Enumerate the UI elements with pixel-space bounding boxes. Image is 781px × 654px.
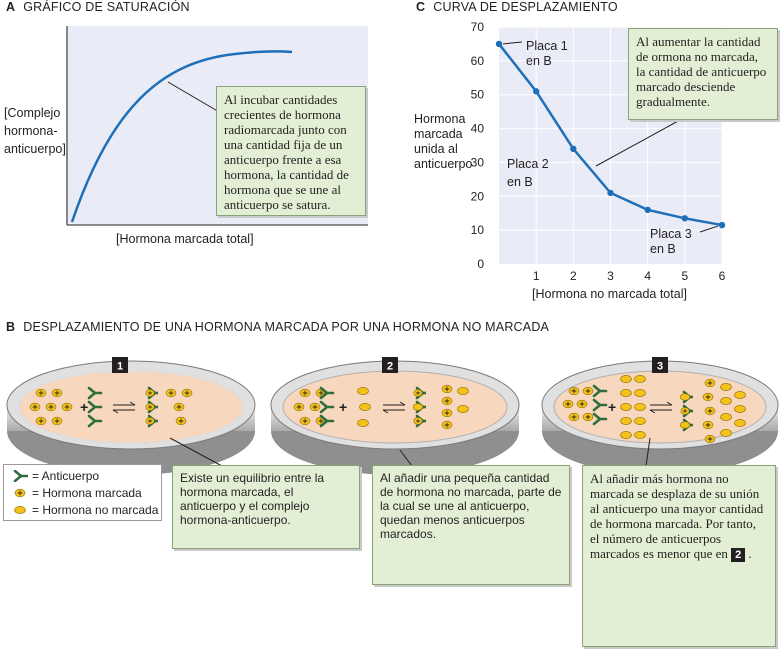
petri-dish-3: + [541, 360, 779, 475]
data-point [532, 88, 540, 95]
y-tick-label: 30 [471, 155, 485, 169]
svg-text:1: 1 [117, 361, 123, 373]
dish-3-callout: Al añadir más hormona no marcada se desp… [582, 465, 776, 647]
placa-1-sublabel: en B [526, 54, 552, 68]
y-tick-label: 40 [471, 122, 485, 136]
placa-3-pointer [699, 225, 719, 233]
svg-text:+: + [80, 399, 88, 415]
x-tick-label: 3 [607, 269, 614, 283]
placa-3-label: Placa 3 [650, 227, 692, 241]
placa-3-sublabel: en B [650, 242, 676, 256]
data-point [681, 215, 689, 222]
y-tick-label: 70 [471, 20, 485, 34]
svg-text:3: 3 [657, 361, 663, 373]
antibody-icon [13, 470, 28, 482]
panel-b-title: B DESPLAZAMIENTO DE UNA HORMONA MARCADA P… [6, 320, 550, 334]
dish-1-callout: Existe un equilibrio entre la hormona ma… [172, 465, 360, 549]
legend-labeled-hormone: = Hormona marcada [12, 485, 142, 501]
y-tick-label: 20 [471, 189, 485, 203]
svg-text:2: 2 [387, 361, 393, 373]
legend-unlabeled-hormone: = Hormona no marcada [12, 502, 158, 518]
displacement-callout: Al aumentar la cantidad de ormona no mar… [628, 28, 778, 120]
panel-c-ylabel: Hormona marcada unida al anticuerpo [414, 112, 473, 171]
petri-dish-1: + [6, 360, 256, 475]
saturation-curve [70, 50, 293, 223]
data-point [570, 145, 577, 153]
dish-2-pointer [399, 449, 413, 467]
unlabeled-hormone-icon [14, 506, 26, 514]
petri-dish-2: + [270, 360, 520, 475]
data-point [495, 40, 503, 48]
callout-pointer [595, 119, 681, 167]
svg-text:+: + [608, 399, 616, 415]
data-point [718, 221, 726, 229]
labeled-hormone-icon [14, 488, 26, 498]
legend: = Anticuerpo = Hormona marcada = Hormona… [3, 464, 162, 521]
y-tick-label: 60 [471, 54, 485, 68]
y-tick-label: 10 [471, 223, 485, 237]
x-tick-label: 2 [570, 269, 577, 283]
dish-number-2-badge: 2 [731, 548, 746, 562]
data-point [644, 206, 651, 214]
x-tick-label: 5 [681, 269, 688, 283]
y-tick-label: 0 [477, 257, 484, 271]
y-tick-label: 50 [471, 88, 485, 102]
dish-number-1: 1 [112, 357, 128, 373]
panel-c-xlabel: [Hormona no marcada total] [532, 287, 687, 301]
x-tick-label: 4 [644, 269, 651, 283]
placa-1-label: Placa 1 [526, 39, 568, 53]
dish-number-3: 3 [652, 357, 668, 373]
placa-1-pointer [502, 41, 523, 45]
placa-2-sublabel: en B [507, 175, 533, 189]
panel-a-title: A GRÁFICO DE SATURACIÓN [6, 0, 190, 14]
petri-dishes: + + [6, 357, 779, 475]
saturation-callout: Al incubar cantidades crecientes de horm… [216, 86, 366, 216]
svg-text:+: + [339, 399, 347, 415]
x-tick-label: 6 [719, 269, 726, 283]
dish-1-pointer [169, 437, 223, 467]
panel-a-ylabel: [Complejo hormona- anticuerpo] [4, 106, 66, 156]
data-point [607, 189, 614, 197]
placa-2-label: Placa 2 [507, 157, 549, 171]
dish-number-2: 2 [382, 357, 398, 373]
x-tick-label: 1 [533, 269, 540, 283]
legend-antibody: = Anticuerpo [12, 468, 99, 484]
dish-2-callout: Al añadir una pequeña cantidad de hormon… [372, 465, 570, 585]
panel-c-title: C CURVA DE DESPLAZAMIENTO [416, 0, 618, 14]
dish-3-pointer [645, 437, 651, 467]
panel-a-xlabel: [Hormona marcada total] [116, 232, 254, 246]
